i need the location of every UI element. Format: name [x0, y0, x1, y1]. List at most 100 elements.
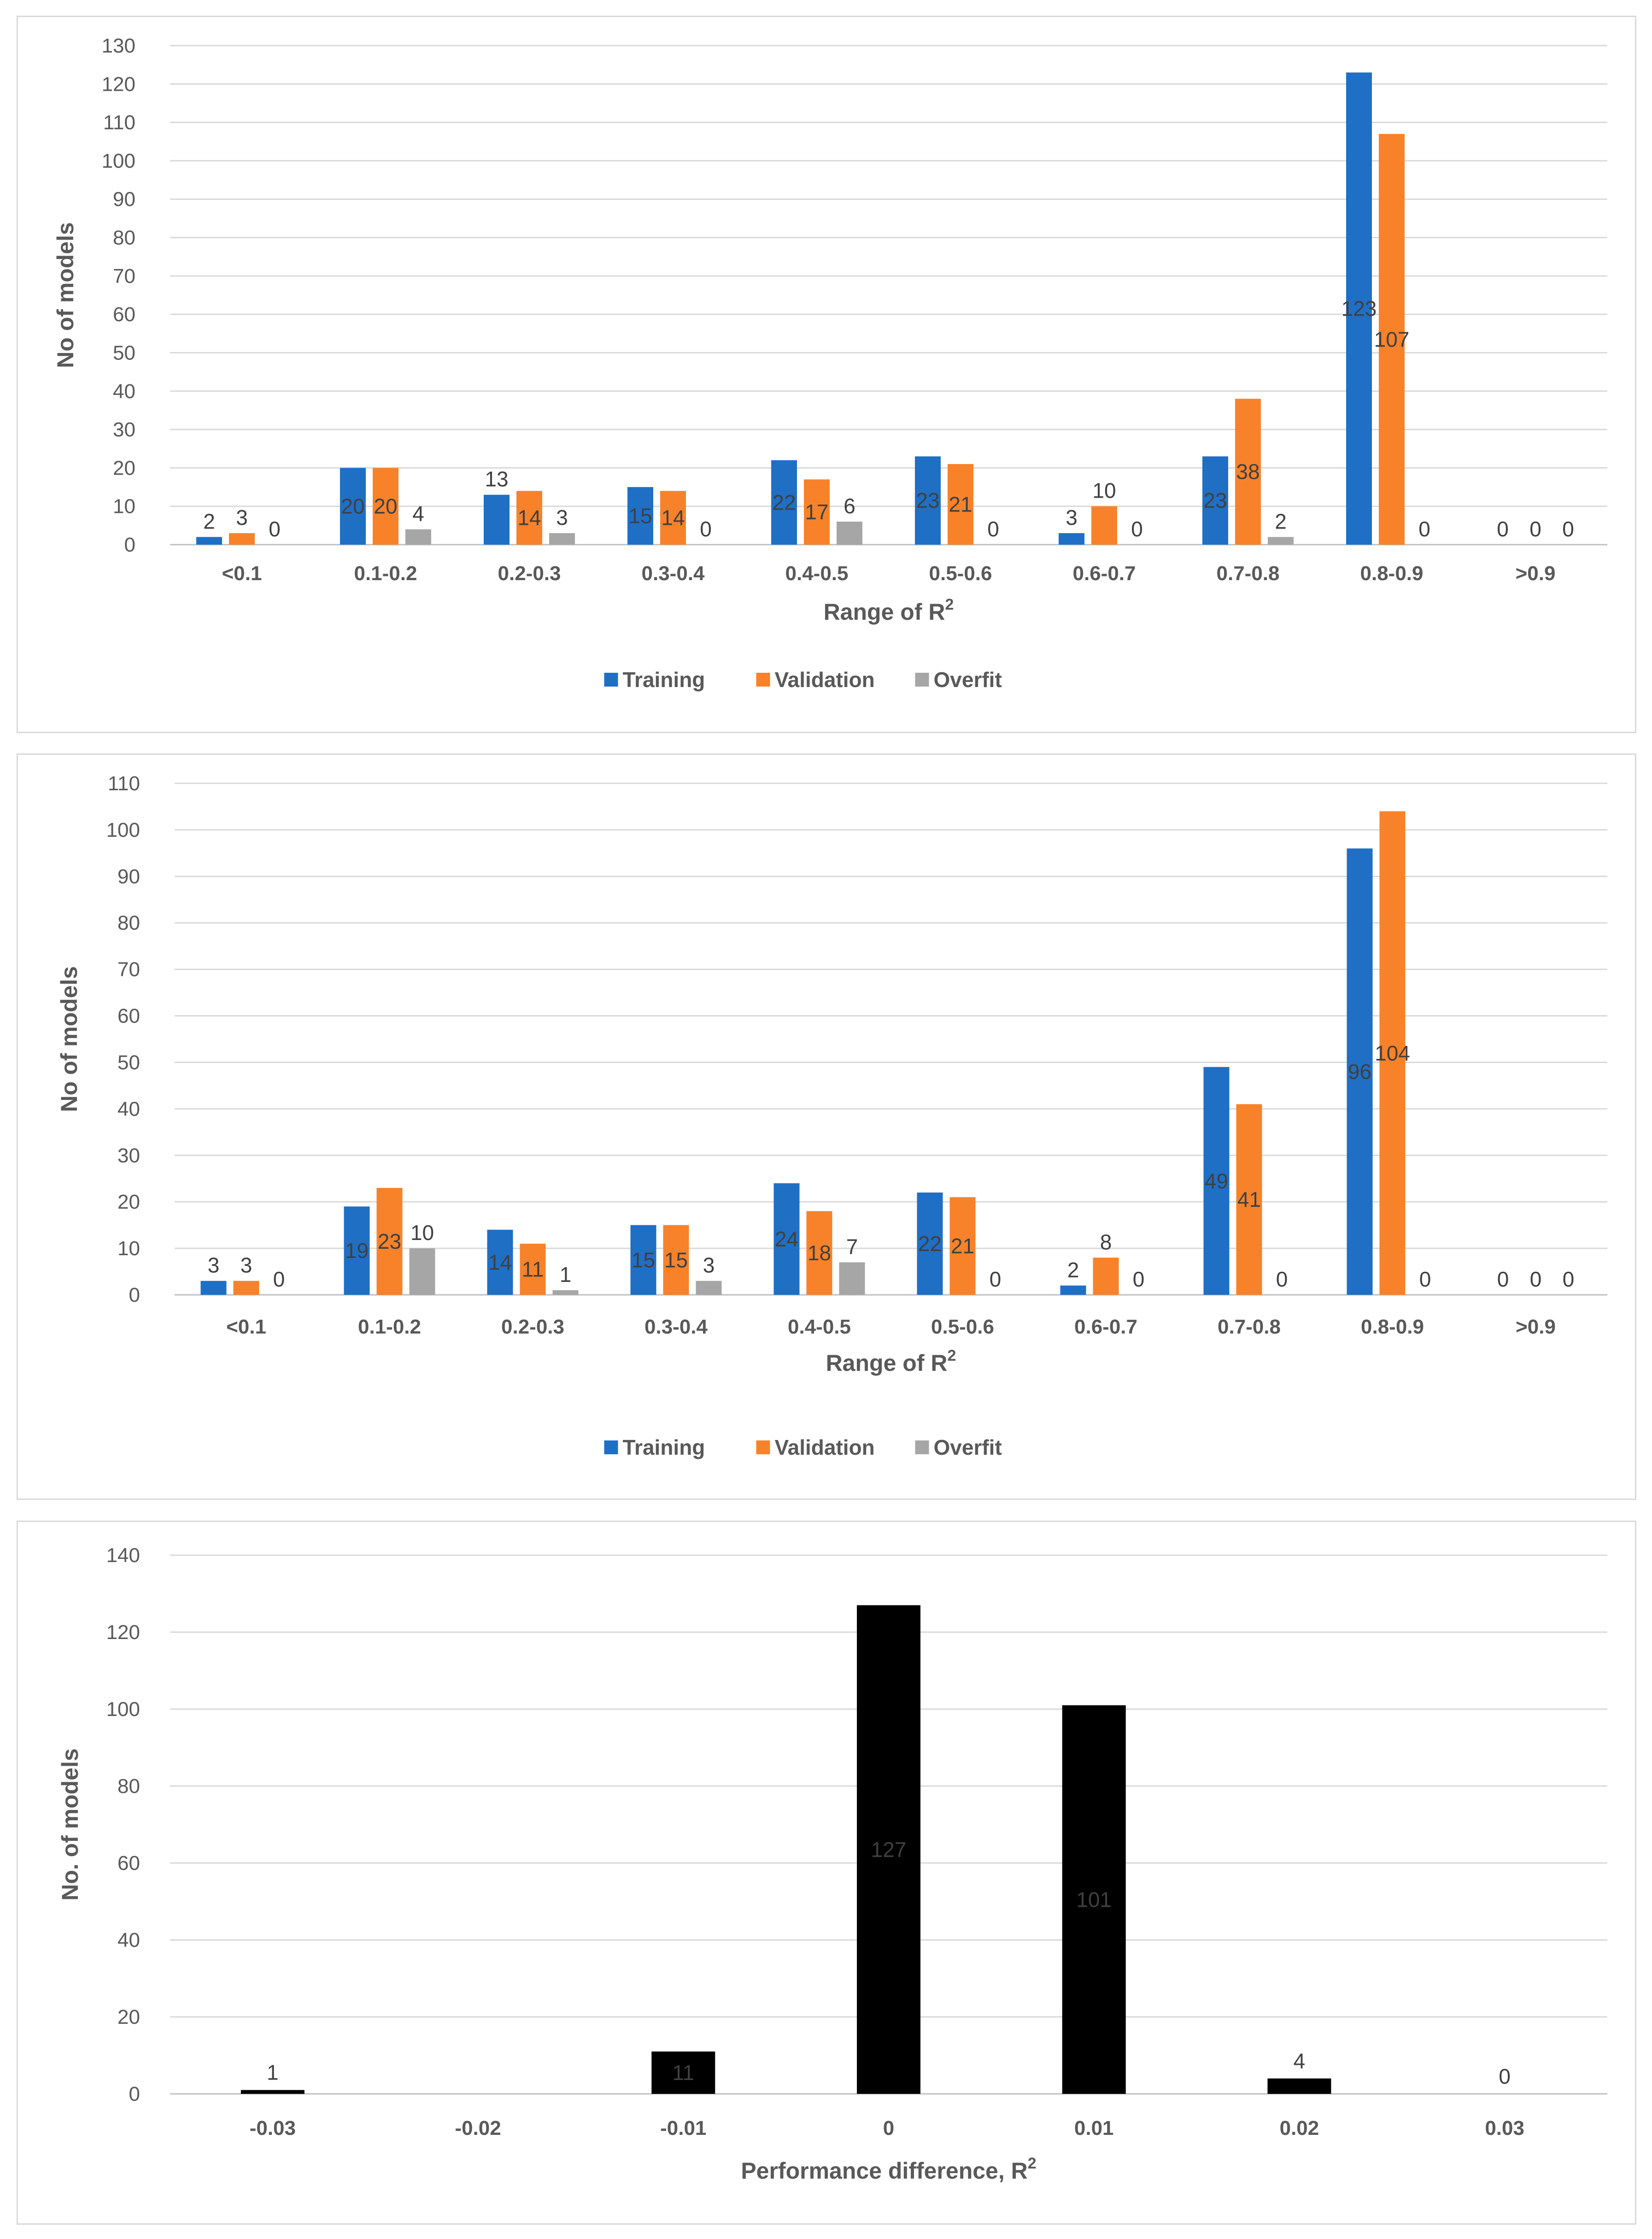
- data-label-Validation-0-8-0-9: 107: [1374, 327, 1410, 351]
- data-label-Validation-gt0-9: 0: [1529, 517, 1541, 541]
- data-label-Overfit-gt0-9: 0: [1563, 1267, 1575, 1291]
- data-label-Validation-0-2-0-3: 14: [517, 506, 541, 530]
- data-label-Training-0-1-0-2: 20: [341, 494, 364, 518]
- data-label-Validation-lt0-1: 3: [236, 505, 248, 529]
- data-label-Training-0-4-0-5: 22: [772, 490, 796, 514]
- x-tick-label-0-6-0-7: 0.6-0.7: [1073, 562, 1136, 585]
- x-tick-label-0-7-0-8: 0.7-0.8: [1218, 1316, 1281, 1338]
- bar-Training-0-3-0-4: [630, 1225, 656, 1295]
- bar-Training-0-8-0-9: [1347, 848, 1373, 1295]
- bar-Overfit-0-1-0-2: [409, 1248, 435, 1295]
- legend-swatch-Validation: [756, 673, 770, 687]
- data-label-Overfit-0-5-0-6: 0: [987, 517, 999, 541]
- data-label-Overfit-lt0-1: 0: [273, 1267, 285, 1291]
- data-label-Training-gt0-9: 0: [1497, 1267, 1509, 1291]
- data-label-Validation-0-5-0-6: 21: [951, 1234, 974, 1258]
- bar-Validation-0-8-0-9: [1379, 134, 1405, 545]
- data-label-Training-0-8-0-9: 96: [1348, 1060, 1371, 1084]
- data-label-No-of-models-0-01: 11: [672, 2061, 694, 2085]
- data-label-No-of-models-0-02: 4: [1294, 2049, 1306, 2073]
- bar-Training-0-4-0-5: [773, 1183, 800, 1295]
- bar-Validation-0-3-0-4: [660, 491, 686, 545]
- y-tick-label: 40: [117, 1929, 140, 1951]
- data-label-Validation-0-4-0-5: 17: [805, 500, 828, 524]
- data-label-Validation-0-3-0-4: 15: [664, 1248, 688, 1272]
- x-tick-label-0-4-0-5: 0.4-0.5: [785, 562, 849, 585]
- data-label-Training-0-5-0-6: 22: [918, 1232, 942, 1256]
- data-label-Validation-0-7-0-8: 41: [1237, 1187, 1261, 1211]
- data-label-No-of-models-0-03: 0: [1499, 2064, 1511, 2088]
- x-tick-label-0-8-0-9: 0.8-0.9: [1360, 562, 1424, 585]
- x-axis-title: Range of R2: [826, 1347, 956, 1376]
- x-tick-label-0-5-0-6: 0.5-0.6: [929, 562, 992, 585]
- x-tick-label-gt0-9: >0.9: [1516, 562, 1556, 585]
- data-label-Overfit-0-1-0-2: 10: [410, 1221, 434, 1245]
- y-tick-label: 30: [117, 1144, 140, 1167]
- legend-swatch-Overfit: [915, 1440, 929, 1454]
- data-label-Training-0-7-0-8: 49: [1205, 1169, 1228, 1193]
- y-tick-label: 50: [117, 1051, 140, 1074]
- legend-label-Validation: Validation: [775, 668, 875, 692]
- data-label-Training-0-6-0-7: 3: [1066, 505, 1078, 529]
- data-label-Validation-0-4-0-5: 18: [808, 1241, 831, 1265]
- x-tick-label-0-02: -0.02: [455, 2117, 501, 2139]
- data-label-Overfit-gt0-9: 0: [1562, 517, 1574, 541]
- y-tick-label: 100: [106, 819, 140, 841]
- x-tick-label-0-03: 0.03: [1485, 2117, 1524, 2139]
- legend-label-Training: Training: [623, 1435, 705, 1459]
- chart-panel-1: 0 10 20 30 40 50 60 70 80 90 100 110 120 130 <0.1 0.1-0…: [17, 16, 1636, 733]
- data-label-Overfit-0-2-0-3: 3: [556, 505, 568, 529]
- data-label-Training-0-7-0-8: 23: [1203, 488, 1227, 512]
- data-label-Validation-0-1-0-2: 23: [378, 1229, 401, 1253]
- bar-Overfit-0-2-0-3: [552, 1290, 579, 1295]
- x-axis-title: Range of R2: [824, 596, 954, 625]
- bar-Overfit-0-7-0-8: [1268, 537, 1294, 545]
- y-axis-title: No of models: [53, 222, 78, 368]
- x-tick-label-0: 0: [883, 2117, 894, 2139]
- data-label-Overfit-0-3-0-4: 3: [703, 1253, 715, 1277]
- bar-Validation-0-8-0-9: [1379, 811, 1406, 1295]
- data-label-Overfit-0-5-0-6: 0: [990, 1267, 1002, 1291]
- bar-Validation-0-5-0-6: [948, 464, 973, 545]
- data-label-Validation-0-3-0-4: 14: [661, 506, 685, 530]
- bar-Training-0-5-0-6: [917, 1193, 943, 1295]
- y-tick-label: 80: [117, 912, 140, 934]
- x-tick-label-0-3-0-4: 0.3-0.4: [644, 1316, 708, 1338]
- bar-Training-0-3-0-4: [627, 487, 653, 545]
- data-label-Training-0-3-0-4: 15: [632, 1248, 655, 1272]
- x-axis-title-text: Range of R: [826, 1350, 948, 1376]
- bar-Training-0-7-0-8: [1202, 456, 1228, 545]
- data-label-Training-0-1-0-2: 19: [345, 1239, 369, 1263]
- bar-Training-0-2-0-3: [484, 494, 510, 545]
- y-tick-label: 0: [129, 1284, 140, 1306]
- y-tick-label: 80: [113, 227, 135, 249]
- bar-Training-lt0-1: [200, 1281, 227, 1295]
- y-tick-label: 70: [117, 958, 140, 981]
- data-label-Validation-0-5-0-6: 21: [949, 493, 972, 517]
- legend-swatch-Validation: [756, 1440, 770, 1454]
- y-tick-label: 20: [113, 457, 135, 479]
- legend-label-Overfit: Overfit: [934, 1435, 1002, 1459]
- bar-Training-0-5-0-6: [915, 456, 941, 545]
- bar-Validation-0-7-0-8: [1235, 399, 1261, 545]
- x-tick-label-0-03: -0.03: [250, 2117, 296, 2139]
- y-tick-label: 100: [106, 1698, 140, 1721]
- data-label-Validation-0-2-0-3: 11: [522, 1258, 544, 1281]
- data-label-Overfit-0-4-0-5: 7: [846, 1234, 858, 1258]
- x-axis-title-text: Performance difference, R: [741, 2158, 1027, 2184]
- bar-Overfit-0-4-0-5: [839, 1262, 865, 1295]
- legend-label-Validation: Validation: [775, 1435, 875, 1459]
- data-label-No-of-models-0-03: 1: [267, 2061, 279, 2085]
- data-label-Validation-0-6-0-7: 10: [1092, 479, 1116, 503]
- data-label-Training-lt0-1: 3: [208, 1253, 220, 1277]
- bar-No-of-models-0-01: [651, 2051, 715, 2094]
- x-axis-title: Performance difference, R2: [741, 2155, 1036, 2184]
- bar-Validation-lt0-1: [229, 533, 255, 545]
- bar-Validation-lt0-1: [233, 1281, 259, 1295]
- bar-No-of-models-0-02: [1267, 2078, 1331, 2094]
- y-tick-label: 60: [117, 1852, 140, 1875]
- x-tick-label-0-6-0-7: 0.6-0.7: [1074, 1316, 1137, 1338]
- bar-Training-0-1-0-2: [344, 1206, 370, 1295]
- legend-swatch-Overfit: [915, 673, 929, 687]
